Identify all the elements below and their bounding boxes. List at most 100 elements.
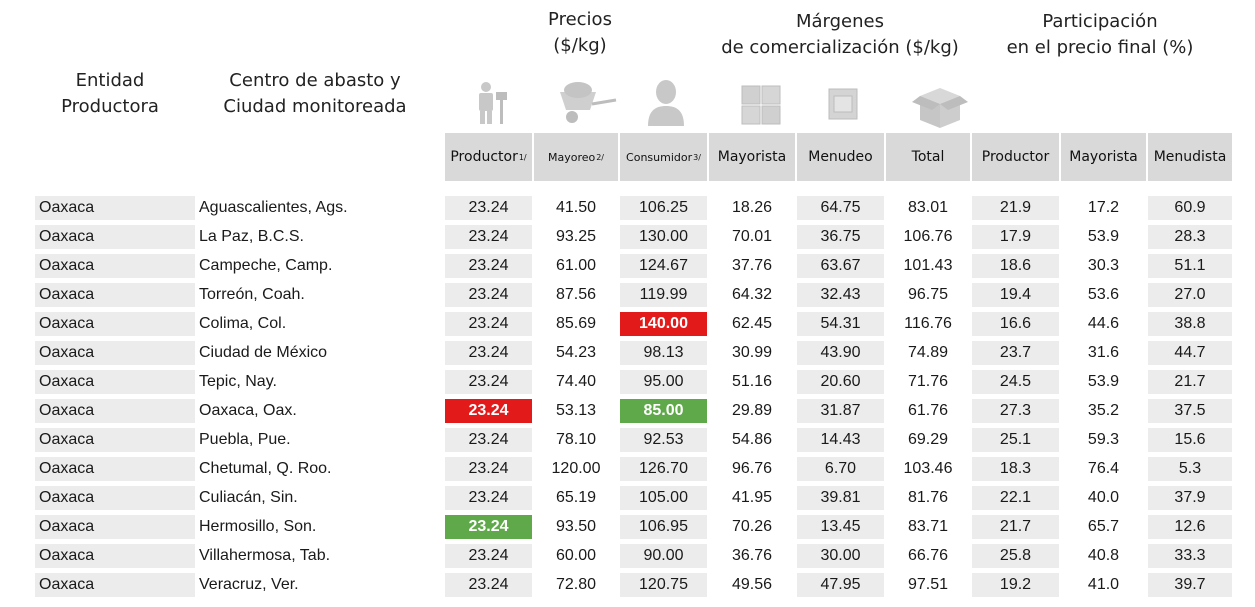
cell-p-mayorista: 30.3 [1087,257,1120,274]
cell-mayorista: 70.26 [731,518,773,535]
cell-productor: 23.24 [445,428,532,452]
col-productor-note: 1/ [518,152,527,162]
cell-entidad: Oaxaca [35,196,195,220]
cell-total: 116.76 [904,315,952,332]
farmer-icon [479,82,507,124]
header-participacion-line2: en el precio final (%) [1006,37,1194,58]
cell-mayorista: 49.56 [731,576,773,593]
cell-entidad: Oaxaca [35,225,195,249]
cell-productor: 23.24 [445,457,532,481]
cell-mayoreo: 53.13 [555,402,597,419]
cell-mayorista: 29.89 [731,402,773,419]
cell-total: 103.46 [903,460,953,477]
cell-p-mayorista: 53.9 [1087,373,1120,390]
cell-productor: 23.24 [445,254,532,278]
cell-mayorista: 36.76 [731,547,773,564]
cell-entidad: Oaxaca [35,370,195,394]
cell-consumidor: 124.67 [620,254,707,278]
cell-mayoreo: 65.19 [555,489,597,506]
cell-consumidor: 92.53 [620,428,707,452]
cell-consumidor: 106.25 [620,196,707,220]
cell-consumidor: 120.75 [620,573,707,597]
cell-consumidor: 90.00 [620,544,707,568]
table-row: Oaxaca Puebla, Pue. 23.24 78.10 92.53 54.86 14… [0,426,1255,454]
table-row: Oaxaca Campeche, Camp. 23.24 61.00 124.67 37.… [0,252,1255,280]
cell-p-productor: 27.3 [972,399,1059,423]
cell-mayoreo: 87.56 [555,286,597,303]
cell-p-menudista: 12.6 [1148,515,1232,539]
col-p-mayorista: Mayorista [1061,133,1146,181]
cell-total: 74.89 [907,344,949,361]
header-participacion-line1: Participación [1042,11,1158,32]
cell-mayoreo: 60.00 [555,547,597,564]
cell-mayorista: 18.26 [731,199,773,216]
cell-mayorista: 70.01 [731,228,773,245]
cell-p-productor: 18.3 [972,457,1059,481]
cell-ciudad: Puebla, Pue. [199,431,291,448]
header-margenes-line1: Márgenes [795,11,884,32]
cell-consumidor: 130.00 [620,225,707,249]
cell-consumidor: 98.13 [620,341,707,365]
col-total: Total [886,133,970,181]
cell-p-menudista: 39.7 [1148,573,1232,597]
cell-mayoreo: 85.69 [555,315,597,332]
cell-mayoreo: 120.00 [551,460,601,477]
header-centro: Centro de abasto y Ciudad monitoreada [210,68,420,120]
cell-productor: 23.24 [445,399,532,423]
cell-productor: 23.24 [445,196,532,220]
cell-p-productor: 23.7 [972,341,1059,365]
cell-ciudad: Tepic, Nay. [199,373,277,390]
table-row: Oaxaca Veracruz, Ver. 23.24 72.80 120.75 49.5… [0,571,1255,599]
header-margenes: Márgenes de comercialización ($/kg) [710,9,970,61]
cell-productor: 23.24 [445,515,532,539]
cell-entidad: Oaxaca [35,312,195,336]
consumer-icon [648,80,684,126]
cell-total: 81.76 [907,489,949,506]
cell-entidad: Oaxaca [35,457,195,481]
cell-p-menudista: 15.6 [1148,428,1232,452]
header-precios-line2: ($/kg) [553,35,607,56]
cell-consumidor: 119.99 [620,283,707,307]
cell-p-menudista: 38.8 [1148,312,1232,336]
col-mayoreo: Mayoreo 2/ [534,133,618,181]
cell-ciudad: Chetumal, Q. Roo. [199,460,332,477]
cell-p-mayorista: 35.2 [1087,402,1120,419]
table-row: Oaxaca Oaxaca, Oax. 23.24 53.13 85.00 29.89 31… [0,397,1255,425]
cell-mayoreo: 54.23 [555,344,597,361]
cell-ciudad: Hermosillo, Son. [199,518,317,535]
cell-p-menudista: 37.5 [1148,399,1232,423]
cell-mayoreo: 61.00 [555,257,597,274]
col-p-menudista: Menudista [1148,133,1232,181]
col-productor-label: Productor [450,149,518,165]
warehouse-icon [741,85,781,125]
cell-p-menudista: 21.7 [1148,370,1232,394]
header-precios: Precios ($/kg) [500,7,660,59]
cell-menudeo: 32.43 [797,283,884,307]
cell-p-mayorista: 31.6 [1087,344,1120,361]
cell-ciudad: Veracruz, Ver. [199,576,299,593]
cell-p-menudista: 37.9 [1148,486,1232,510]
table-row: Oaxaca Torreón, Coah. 23.24 87.56 119.99 64.3… [0,281,1255,309]
table-row: Oaxaca Ciudad de México 23.24 54.23 98.13 30.… [0,339,1255,367]
cell-ciudad: Villahermosa, Tab. [199,547,331,564]
cell-entidad: Oaxaca [35,399,195,423]
cell-mayoreo: 72.80 [555,576,597,593]
cell-p-mayorista: 17.2 [1087,199,1120,216]
cell-p-menudista: 60.9 [1148,196,1232,220]
header-centro-line1: Centro de abasto y [229,70,401,91]
cell-p-menudista: 27.0 [1148,283,1232,307]
cell-p-productor: 19.2 [972,573,1059,597]
cell-consumidor: 85.00 [620,399,707,423]
cell-total: 69.29 [907,431,949,448]
cell-mayorista: 51.16 [731,373,773,390]
header-participacion: Participación en el precio final (%) [985,9,1215,61]
cell-ciudad: Oaxaca, Oax. [199,402,297,419]
col-p-productor: Productor [972,133,1059,181]
cell-menudeo: 30.00 [797,544,884,568]
col-menudeo: Menudeo [797,133,884,181]
col-productor: Productor 1/ [445,133,532,181]
cell-p-productor: 24.5 [972,370,1059,394]
cell-p-mayorista: 59.3 [1087,431,1120,448]
cell-p-menudista: 5.3 [1148,457,1232,481]
cell-total: 97.51 [907,576,949,593]
